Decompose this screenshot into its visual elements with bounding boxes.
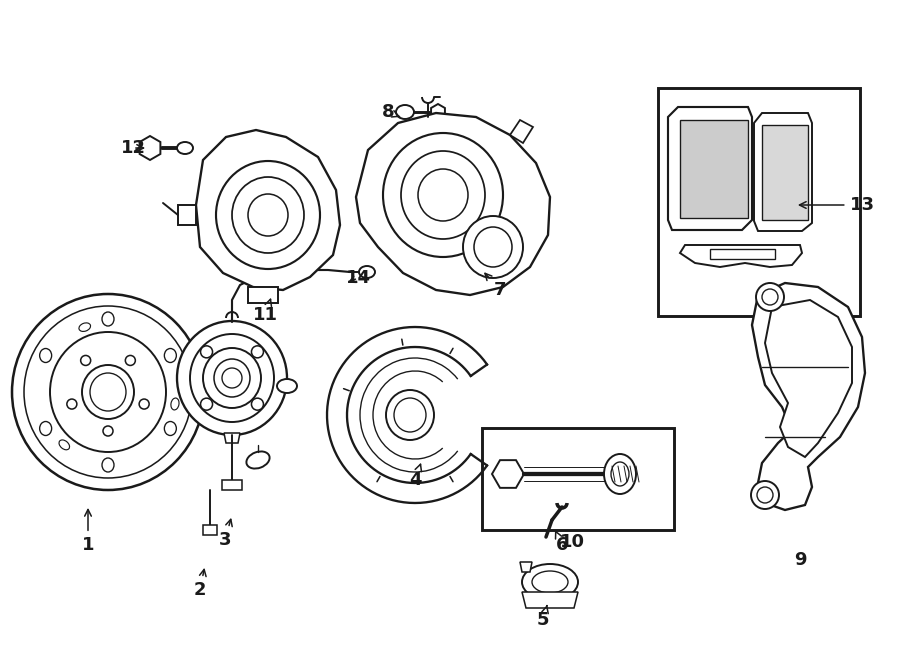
Ellipse shape [251,398,264,410]
Ellipse shape [79,323,91,332]
Polygon shape [196,130,340,290]
Polygon shape [178,205,196,225]
Ellipse shape [177,321,287,435]
Ellipse shape [222,368,242,388]
Polygon shape [762,125,808,220]
Ellipse shape [418,169,468,221]
Text: 1: 1 [82,510,94,554]
Polygon shape [680,245,802,267]
Ellipse shape [103,426,113,436]
Text: 8: 8 [382,103,400,121]
Ellipse shape [247,451,270,469]
Ellipse shape [216,161,320,269]
Polygon shape [510,120,533,143]
Ellipse shape [251,346,264,358]
Ellipse shape [67,399,76,409]
Polygon shape [754,113,812,231]
Text: 7: 7 [485,273,507,299]
Polygon shape [710,249,775,259]
Ellipse shape [177,142,193,154]
Ellipse shape [40,422,51,436]
Ellipse shape [12,294,204,490]
Polygon shape [203,525,217,535]
Ellipse shape [277,379,297,393]
Text: 5: 5 [536,606,549,629]
Ellipse shape [50,332,166,452]
Ellipse shape [604,454,636,494]
Polygon shape [522,592,578,608]
Ellipse shape [756,283,784,311]
Ellipse shape [140,399,149,409]
Bar [658,88,860,316]
Bar [482,428,674,530]
Polygon shape [356,113,550,295]
Ellipse shape [386,390,434,440]
Polygon shape [680,120,748,218]
Ellipse shape [201,346,212,358]
Text: 2: 2 [194,569,206,599]
Ellipse shape [165,422,176,436]
Polygon shape [668,107,752,230]
Ellipse shape [102,312,114,326]
Ellipse shape [40,348,51,363]
Polygon shape [520,562,532,572]
Ellipse shape [171,398,179,410]
Ellipse shape [751,481,779,509]
Polygon shape [248,287,278,303]
Ellipse shape [102,458,114,472]
Polygon shape [224,433,240,443]
Text: 3: 3 [219,519,232,549]
Ellipse shape [201,398,212,410]
Polygon shape [752,283,865,510]
Polygon shape [222,480,242,490]
Ellipse shape [383,133,503,257]
Text: 6: 6 [555,531,568,554]
Text: 11: 11 [253,299,277,324]
Text: 4: 4 [409,464,421,489]
Ellipse shape [463,216,523,278]
Text: 9: 9 [794,551,806,569]
Ellipse shape [82,365,134,419]
Ellipse shape [81,355,91,365]
Ellipse shape [522,564,578,600]
Polygon shape [765,300,852,457]
Text: 12: 12 [121,139,146,157]
Ellipse shape [190,334,274,422]
Ellipse shape [59,440,69,449]
Ellipse shape [396,105,414,119]
Text: 13: 13 [799,196,875,214]
Text: 10: 10 [560,533,584,551]
Ellipse shape [165,348,176,363]
Ellipse shape [359,266,375,278]
Text: 14: 14 [346,269,371,287]
Ellipse shape [125,355,135,365]
